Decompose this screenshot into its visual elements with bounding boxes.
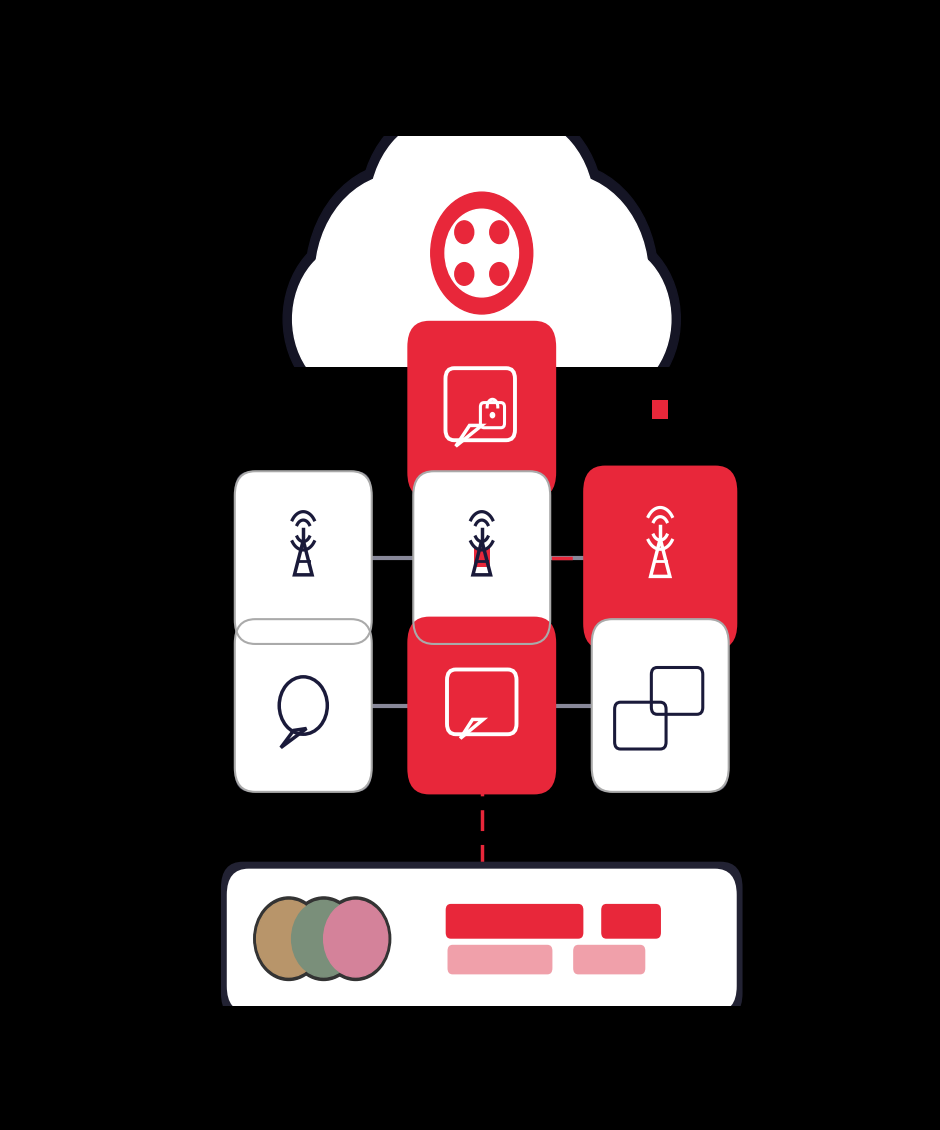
Circle shape xyxy=(291,901,355,977)
FancyBboxPatch shape xyxy=(235,619,371,792)
FancyBboxPatch shape xyxy=(446,904,584,939)
Circle shape xyxy=(491,412,494,418)
Circle shape xyxy=(360,105,533,312)
Circle shape xyxy=(257,901,321,977)
FancyBboxPatch shape xyxy=(227,869,737,1012)
FancyBboxPatch shape xyxy=(407,617,556,794)
FancyBboxPatch shape xyxy=(592,619,728,792)
FancyBboxPatch shape xyxy=(474,548,490,567)
FancyBboxPatch shape xyxy=(414,471,550,644)
FancyBboxPatch shape xyxy=(235,619,371,792)
Circle shape xyxy=(289,897,359,981)
Circle shape xyxy=(315,174,488,381)
Circle shape xyxy=(431,105,603,312)
Circle shape xyxy=(283,232,431,407)
FancyBboxPatch shape xyxy=(235,471,371,644)
FancyBboxPatch shape xyxy=(583,466,737,650)
Circle shape xyxy=(431,192,533,314)
FancyBboxPatch shape xyxy=(274,367,690,472)
Circle shape xyxy=(321,897,391,981)
Circle shape xyxy=(490,220,509,243)
Circle shape xyxy=(445,209,519,297)
FancyBboxPatch shape xyxy=(592,619,728,792)
Circle shape xyxy=(357,113,606,411)
FancyBboxPatch shape xyxy=(407,321,556,498)
Circle shape xyxy=(476,174,649,381)
Circle shape xyxy=(369,116,524,301)
Circle shape xyxy=(367,124,597,400)
Circle shape xyxy=(490,262,509,285)
Circle shape xyxy=(306,163,497,392)
Circle shape xyxy=(466,163,658,392)
FancyBboxPatch shape xyxy=(573,945,645,974)
Circle shape xyxy=(542,243,671,396)
FancyBboxPatch shape xyxy=(602,904,661,939)
FancyBboxPatch shape xyxy=(221,862,743,1019)
FancyBboxPatch shape xyxy=(652,400,668,419)
FancyBboxPatch shape xyxy=(414,471,550,644)
Circle shape xyxy=(455,262,474,285)
Circle shape xyxy=(323,901,388,977)
Circle shape xyxy=(455,220,474,243)
Circle shape xyxy=(533,232,681,407)
Circle shape xyxy=(292,243,421,396)
Circle shape xyxy=(254,897,323,981)
FancyBboxPatch shape xyxy=(235,471,371,644)
Circle shape xyxy=(440,116,594,301)
FancyBboxPatch shape xyxy=(447,945,553,974)
FancyBboxPatch shape xyxy=(652,548,668,567)
